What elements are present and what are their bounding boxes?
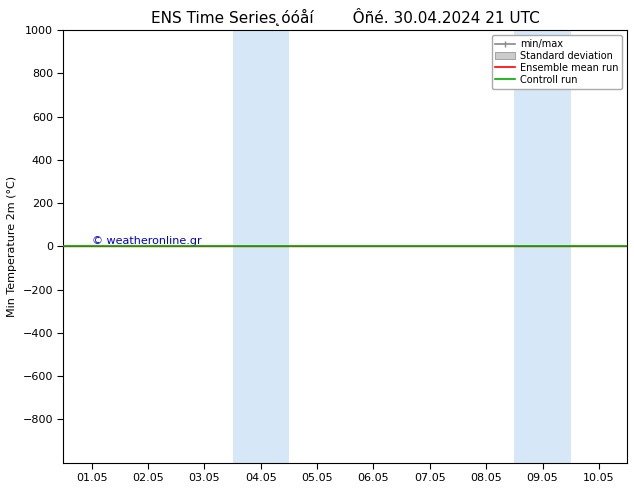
Text: © weatheronline.gr: © weatheronline.gr	[91, 236, 201, 245]
Legend: min/max, Standard deviation, Ensemble mean run, Controll run: min/max, Standard deviation, Ensemble me…	[491, 35, 622, 89]
Y-axis label: Min Temperature 2m (°C): Min Temperature 2m (°C)	[7, 176, 17, 317]
Bar	[233, 30, 289, 463]
Title: ENS Time Series ̨óóåí        Ôñé. 30.04.2024 21 UTC: ENS Time Series ̨óóåí Ôñé. 30.04.2024 21…	[151, 7, 540, 25]
Bar	[514, 30, 571, 463]
